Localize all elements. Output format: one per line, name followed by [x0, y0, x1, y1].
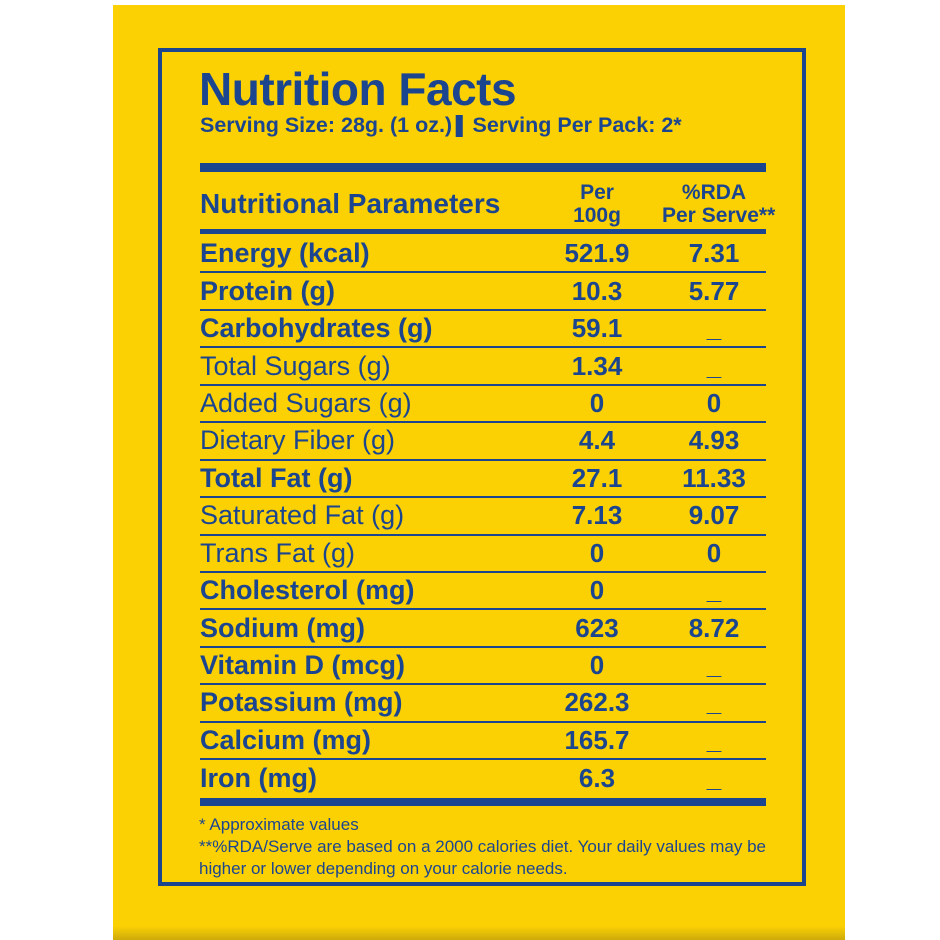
per-100g-header-line1: Per	[580, 181, 614, 204]
table-row: Total Fat (g) 27.1 11.33	[200, 461, 766, 499]
table-row: Carbohydrates (g) 59.1 _	[200, 311, 766, 349]
table-row: Sodium (mg) 623 8.72	[200, 610, 766, 648]
table-row: Added Sugars (g) 0 0	[200, 386, 766, 424]
per-100g-value: 59.1	[571, 313, 623, 344]
rda-value: 0	[706, 387, 722, 418]
rda-value: 11.33	[682, 462, 746, 493]
separator-bar: |	[451, 111, 468, 137]
per-100g-value: 7.13	[571, 500, 623, 531]
table-row: Potassium (mg) 262.3 _	[200, 685, 766, 723]
serving-info: Serving Size: 28g. (1 oz.) | Serving Per…	[200, 111, 682, 139]
table-row: Protein (g) 10.3 5.77	[200, 273, 766, 311]
table-row: Cholesterol (mg) 0 _	[200, 573, 766, 611]
rda-header-line1: %RDA	[681, 181, 747, 204]
row-label: Trans Fat (g)	[200, 537, 356, 568]
rda-header-line2: Per Serve**	[662, 204, 776, 227]
rda-value: _	[706, 724, 722, 755]
label-border-frame	[158, 48, 806, 886]
rda-value: 7.31	[688, 238, 740, 269]
table-row: Dietary Fiber (g) 4.4 4.93	[200, 423, 766, 461]
rda-header: %RDA Per Serve**	[662, 181, 776, 227]
table-top-rule	[200, 163, 766, 172]
per-100g-value: 262.3	[564, 687, 630, 718]
table-row: Vitamin D (mcg) 0 _	[200, 648, 766, 686]
footnote-rda-note: **%RDA/Serve are based on a 2000 calorie…	[199, 837, 767, 878]
footnote-approximate: * Approximate values	[199, 815, 359, 834]
table-row: Energy (kcal) 521.9 7.31	[200, 236, 766, 274]
table-row: Trans Fat (g) 0 0	[200, 536, 766, 573]
row-label: Potassium (mg)	[200, 687, 403, 718]
per-100g-value: 521.9	[564, 238, 630, 269]
row-label: Total Fat (g)	[200, 462, 353, 493]
rda-value: 9.07	[688, 500, 740, 531]
row-label: Vitamin D (mcg)	[200, 650, 406, 681]
rda-value: _	[706, 350, 722, 381]
row-label: Calcium (mg)	[200, 724, 372, 755]
row-label: Energy (kcal)	[200, 238, 370, 269]
table-bottom-rule	[200, 798, 766, 806]
rda-value: _	[706, 313, 722, 344]
nutrition-table: Energy (kcal) 521.9 7.31 Protein (g) 10.…	[200, 236, 766, 798]
row-label: Iron (mg)	[200, 763, 317, 794]
footnotes: * Approximate values **%RDA/Serve are ba…	[199, 814, 799, 880]
per-100g-value: 0	[589, 575, 605, 606]
per-100g-header-line2: 100g	[573, 204, 621, 227]
parameters-header: Nutritional Parameters	[200, 188, 501, 219]
row-label: Dietary Fiber (g)	[200, 425, 396, 456]
per-100g-value: 4.4	[578, 425, 616, 456]
per-100g-value: 10.3	[571, 275, 623, 306]
row-label: Cholesterol (mg)	[200, 575, 415, 606]
per-100g-value: 0	[589, 537, 605, 568]
row-label: Sodium (mg)	[200, 612, 365, 643]
per-100g-value: 27.1	[571, 462, 623, 493]
per-100g-value: 0	[589, 387, 605, 418]
page-title: Nutrition Facts	[199, 63, 517, 115]
table-row: Total Sugars (g) 1.34 _	[200, 348, 766, 386]
serving-per-pack-text: Serving Per Pack: 2*	[472, 113, 682, 137]
column-header-row: Nutritional Parameters Per 100g %RDA Per…	[200, 176, 776, 232]
rda-value: 8.72	[688, 612, 740, 643]
row-label: Protein (g)	[200, 275, 335, 306]
rda-value: _	[706, 687, 722, 718]
per-100g-value: 0	[589, 650, 605, 681]
row-label: Added Sugars (g)	[200, 387, 412, 418]
yellow-panel	[113, 5, 845, 940]
per-100g-header: Per 100g	[532, 181, 662, 227]
per-100g-value: 1.34	[571, 350, 623, 381]
table-row: Calcium (mg) 165.7 _	[200, 723, 766, 761]
panel-bottom-shade	[113, 926, 845, 940]
table-row: Saturated Fat (g) 7.13 9.07	[200, 498, 766, 536]
rda-value: 0	[706, 537, 722, 568]
rda-value: _	[706, 650, 722, 681]
rda-value: 5.77	[688, 275, 740, 306]
rda-value: _	[706, 575, 722, 606]
rda-value: 4.93	[688, 425, 740, 456]
header-divider-rule	[200, 229, 766, 234]
row-label: Total Sugars (g)	[200, 350, 391, 381]
serving-size-text: Serving Size: 28g. (1 oz.)	[200, 113, 453, 137]
table-row: Iron (mg) 6.3 _	[200, 760, 766, 797]
per-100g-value: 6.3	[578, 763, 616, 794]
rda-value: _	[706, 763, 722, 794]
per-100g-value: 165.7	[564, 724, 630, 755]
row-label: Saturated Fat (g)	[200, 500, 405, 531]
per-100g-value: 623	[575, 612, 619, 643]
row-label: Carbohydrates (g)	[200, 313, 433, 344]
